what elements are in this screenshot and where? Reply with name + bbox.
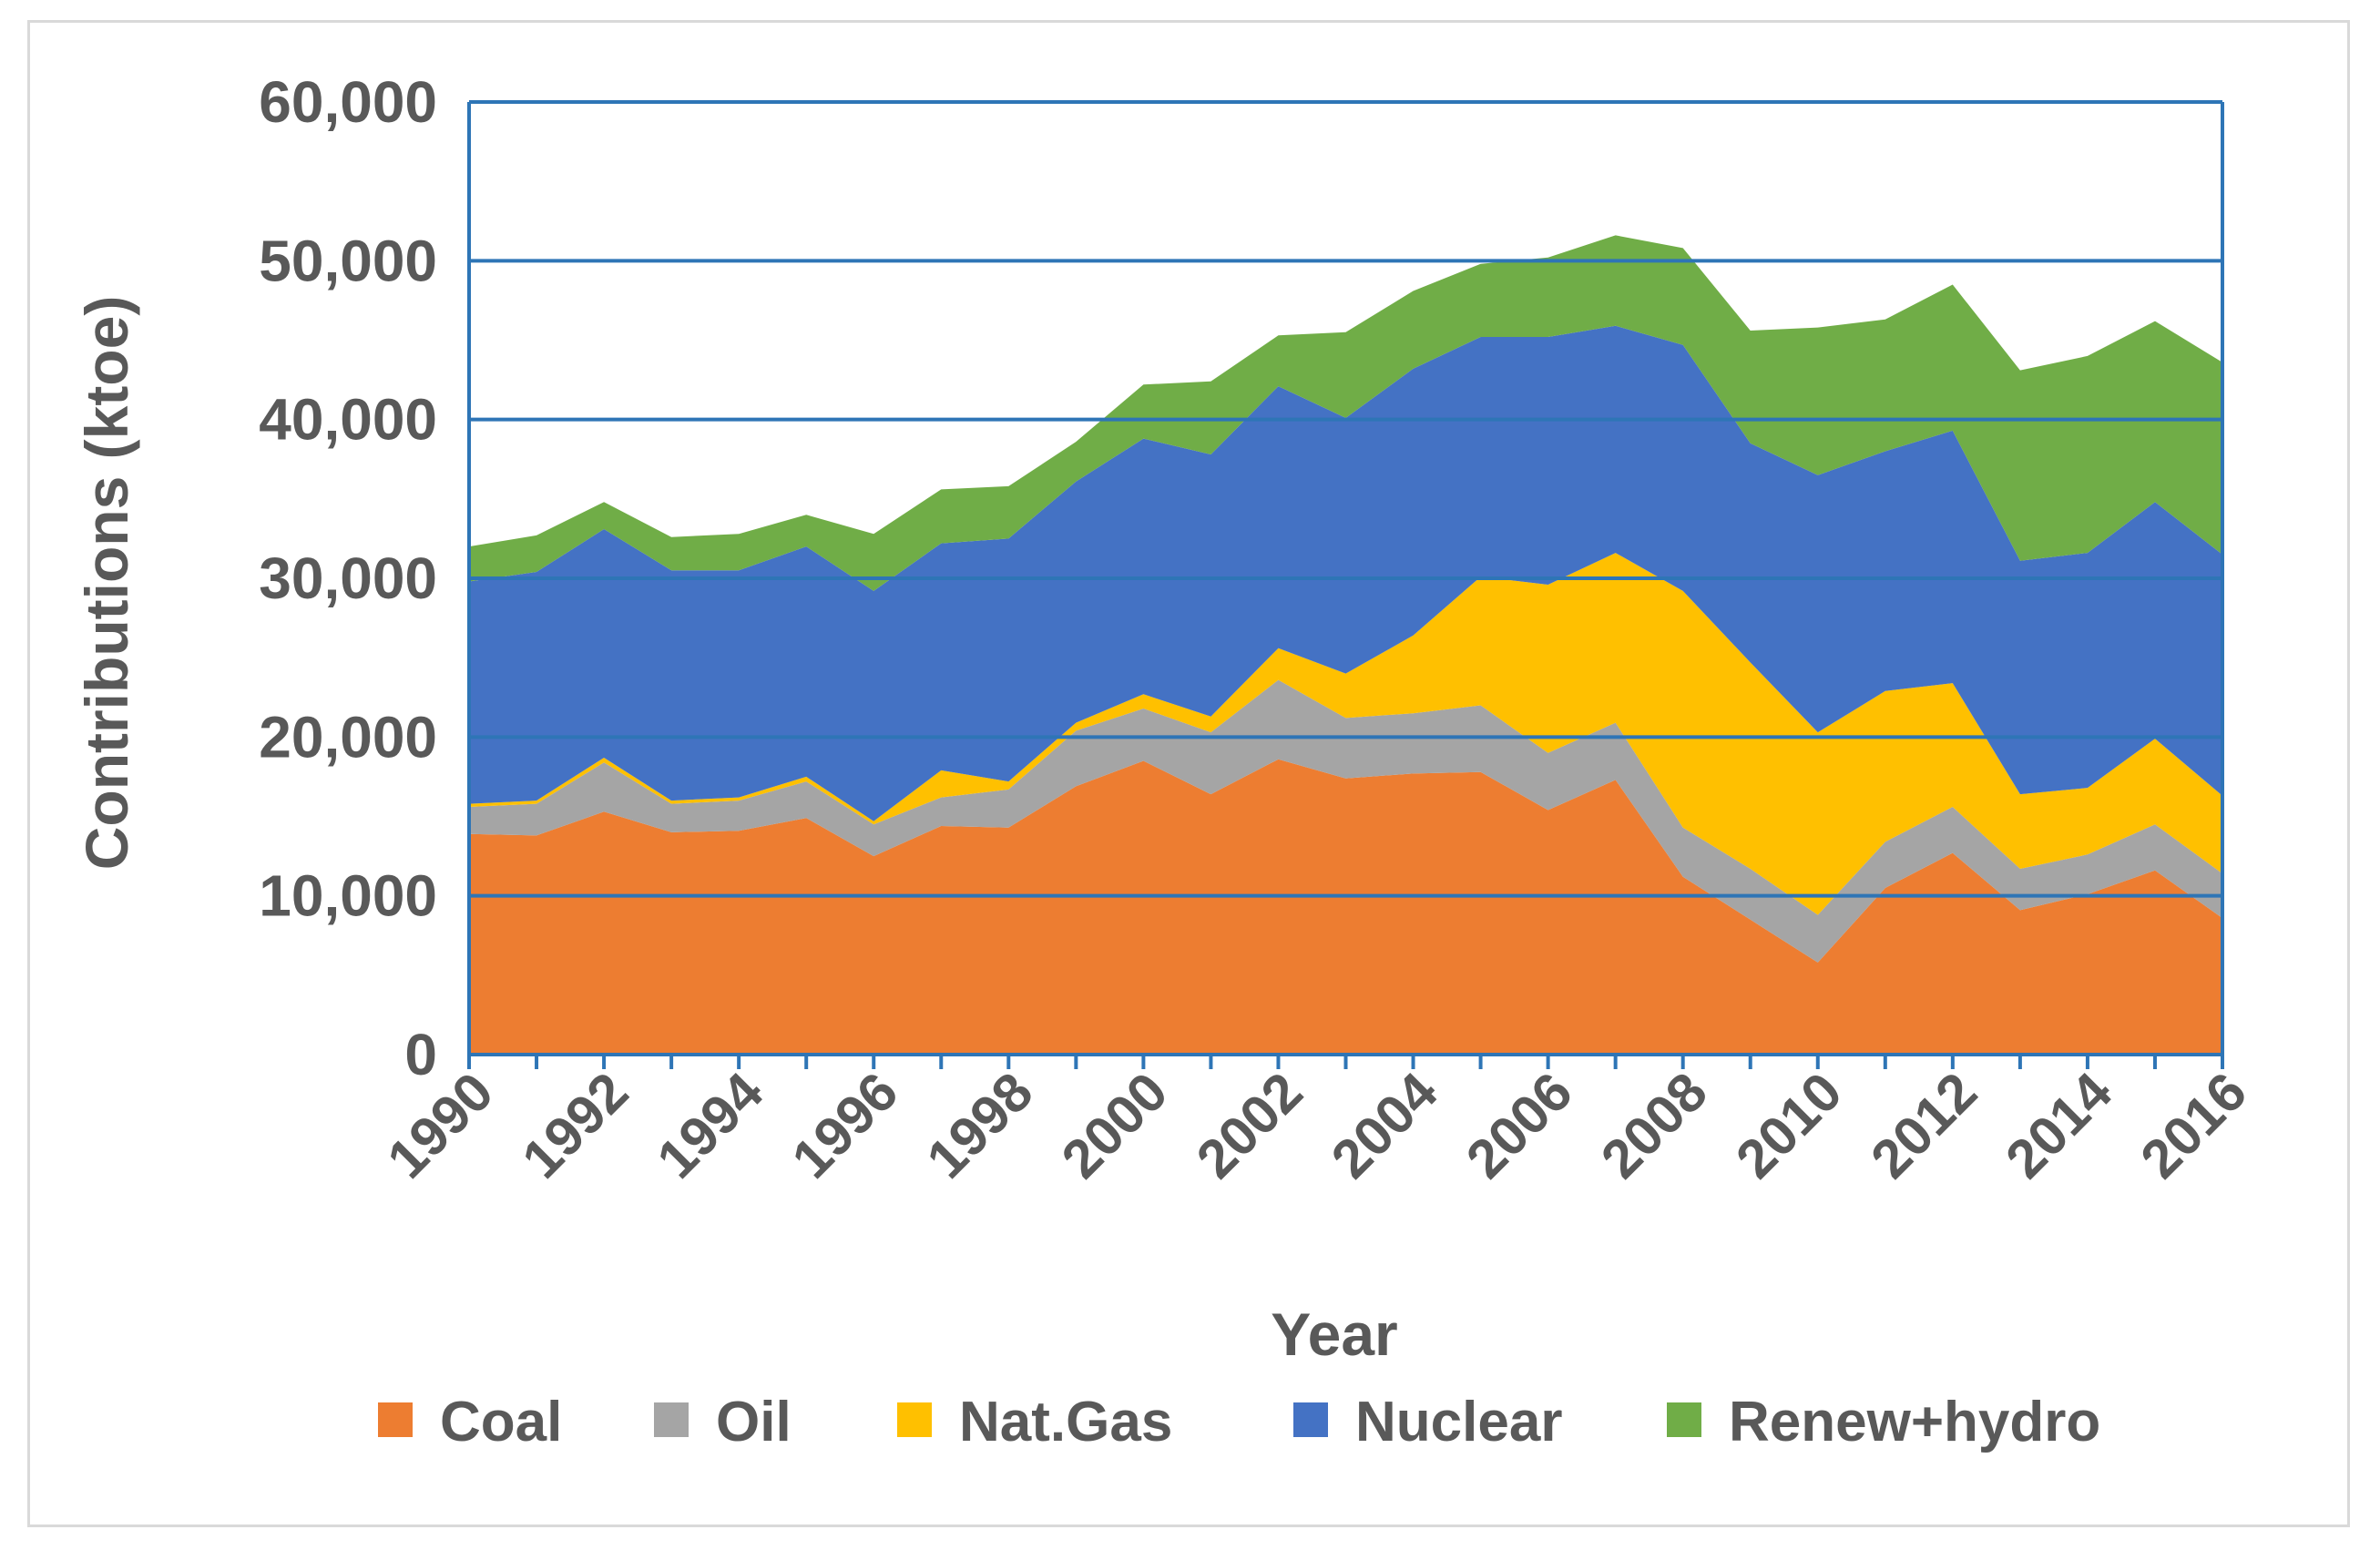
- area-renew-hydro: [469, 235, 2222, 591]
- y-tick-label-0: 0: [404, 1022, 437, 1087]
- area-nat-gas: [469, 553, 2222, 915]
- x-tick-label-2012: 2012: [1859, 1061, 1988, 1190]
- y-tick-label-5: 50,000: [259, 228, 437, 293]
- legend-label-coal: Coal: [440, 1391, 562, 1453]
- x-tick-label-2016: 2016: [2129, 1061, 2258, 1190]
- y-axis-title: Contributions (ktoe): [73, 296, 140, 871]
- y-tick-label-3: 30,000: [259, 546, 437, 611]
- stacked-areas: [469, 235, 2222, 1055]
- x-tick-label-1996: 1996: [781, 1061, 910, 1190]
- legend-label-renew-hydro: Renew+hydro: [1729, 1391, 2100, 1453]
- legend-swatch-nat-gas: [897, 1402, 932, 1437]
- y-axis-ticks: 0 10,000 20,000 30,000 40,000 50,000 60,000: [259, 69, 437, 1087]
- y-tick-label-1: 10,000: [259, 863, 437, 929]
- legend-swatch-oil: [654, 1402, 689, 1437]
- x-tick-label-2014: 2014: [1994, 1060, 2123, 1189]
- legend: Coal Oil Nat.Gas Nuclear Renew+hydro: [378, 1391, 2100, 1453]
- gridlines: [467, 100, 2224, 1069]
- x-tick-label-2002: 2002: [1185, 1061, 1314, 1190]
- legend-swatch-renew-hydro: [1667, 1402, 1701, 1437]
- area-coal: [469, 759, 2222, 1055]
- x-tick-label-2008: 2008: [1589, 1061, 1719, 1190]
- y-tick-label-4: 40,000: [259, 387, 437, 453]
- area-oil: [469, 679, 2222, 963]
- legend-swatch-coal: [378, 1402, 413, 1437]
- x-tick-label-1998: 1998: [915, 1061, 1045, 1190]
- x-tick-label-1994: 1994: [646, 1060, 775, 1189]
- x-tick-label-2000: 2000: [1050, 1061, 1180, 1190]
- x-tick-label-2004: 2004: [1320, 1060, 1449, 1189]
- area-nuclear: [469, 325, 2222, 821]
- y-tick-label-2: 20,000: [259, 704, 437, 770]
- x-tick-label-1990: 1990: [375, 1061, 505, 1190]
- legend-swatch-nuclear: [1293, 1402, 1328, 1437]
- y-tick-label-6: 60,000: [259, 69, 437, 135]
- x-tick-label-2010: 2010: [1724, 1061, 1854, 1190]
- legend-label-nuclear: Nuclear: [1355, 1391, 1562, 1453]
- x-axis-ticks: 1990 1992 1994 1996 1998 2000 2002 2004 2006 2008…: [375, 1060, 2258, 1189]
- legend-label-nat-gas: Nat.Gas: [959, 1391, 1172, 1453]
- x-axis-title: Year: [1271, 1300, 1397, 1368]
- legend-label-oil: Oil: [716, 1391, 792, 1453]
- x-tick-label-1992: 1992: [511, 1061, 640, 1190]
- x-tick-label-2006: 2006: [1455, 1061, 1584, 1190]
